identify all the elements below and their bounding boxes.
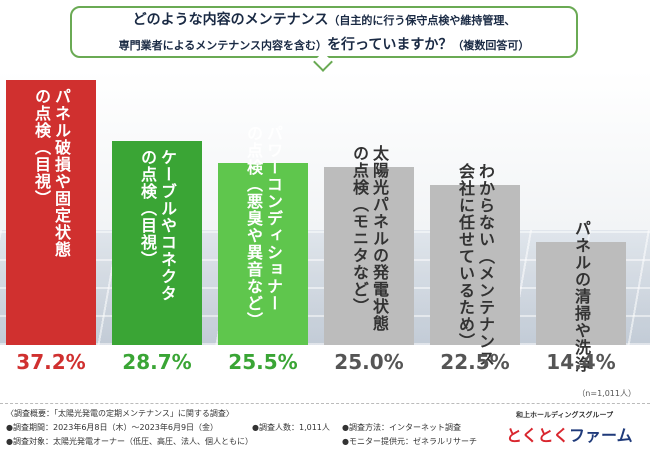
bar-label-line: わからない（メンテナンス [476,162,495,367]
title-line-1: どのような内容のメンテナンス（自主的に行う保守点検や維持管理、 [72,8,576,33]
bar-value-2: 28.7% [122,350,192,374]
bar-label-line: 太陽光パネルの発電状態 [370,144,389,332]
bar-label-line: の点検（目視） [138,148,157,268]
bar-label-5: わからない（メンテナンス 会社に任せているため） [455,163,495,367]
bar-label-line: ケーブルやコネクタ [158,148,177,302]
brand-logo: とくとくファーム [506,422,633,446]
bar-value-6: 14.4% [546,350,616,374]
title-line-2: 専門業者によるメンテナンス内容を含む）を行っていますか？（複数回答可） [72,33,576,58]
survey-provider: ●モニター提供元：ゼネラルリサーチ [342,437,477,446]
bar-label-4: 太陽光パネルの発電状態 の点検（モニタなど） [349,145,389,332]
bar-value-4: 25.0% [334,350,404,374]
bar-6 [536,242,626,345]
bar-label-line: の点検（悪臭や異音など） [244,125,263,330]
bar-4 [324,166,414,345]
bar-1 [6,80,96,345]
bar-label-6: パネルの清掃や洗浄 [571,220,591,373]
title-line2-tail: （複数回答可） [452,39,530,52]
bar-3 [218,163,308,345]
bar-label-line: パワーコンディショナー [264,125,283,313]
question-title: どのような内容のメンテナンス（自主的に行う保守点検や維持管理、 専門業者によるメ… [70,6,578,58]
title-line2-main: を行っていますか？ [327,37,453,53]
bar-label-1: パネル破損や固定状態 の点検（目視） [31,88,71,258]
survey-period: ●調査期間：2023年6月8日（木）～2023年6月9日（金） [6,423,219,432]
bar-label-2: ケーブルやコネクタ の点検（目視） [137,149,177,302]
bar-value-1: 37.2% [16,350,86,374]
bar-value-5: 22.5% [440,350,510,374]
survey-title: 〈調査概要：「太陽光発電の定期メンテナンス」に関する調査〉 [6,409,234,418]
bar-label-line: パネル破損や固定状態 [52,88,71,258]
logo-name-b: ファーム [569,426,633,445]
logo-group-name: 和上ホールディングスグループ [516,411,614,419]
bar-label-line: の点検（モニタなど） [350,144,369,315]
survey-method: ●調査方法：インターネット調査 [342,423,461,432]
bar-2 [112,140,202,345]
bar-5 [430,184,520,345]
bar-label-line: の点検（目視） [32,88,51,207]
survey-target: ●調査対象：太陽光発電オーナー（低圧、高圧、法人、個人ともに） [6,437,253,446]
sample-size-note: （n=1,011人） [577,389,636,398]
bar-chart: パネル破損や固定状態 の点検（目視） 37.2% ケーブルやコネクタ の点検（目視） 28… [6,80,626,374]
title-line1-note: （自主的に行う保守点検や維持管理、 [328,14,516,27]
bar-value-3: 25.5% [228,350,298,374]
bar-label-3: パワーコンディショナー の点検（悪臭や異音など） [243,125,283,329]
bar-label-line: 会社に任せているため） [456,162,475,350]
logo-name-a: とくとく [506,426,570,445]
title-line2-note: 専門業者によるメンテナンス内容を含む） [118,39,328,52]
title-line1-main: どのような内容のメンテナンス [132,12,329,28]
survey-footer: 〈調査概要：「太陽光発電の定期メンテナンス」に関する調査〉 ●調査期間：2023… [0,403,650,451]
bar-label-line: パネルの清掃や洗浄 [572,220,591,374]
survey-count: ●調査人数：1,011人 [252,423,330,432]
